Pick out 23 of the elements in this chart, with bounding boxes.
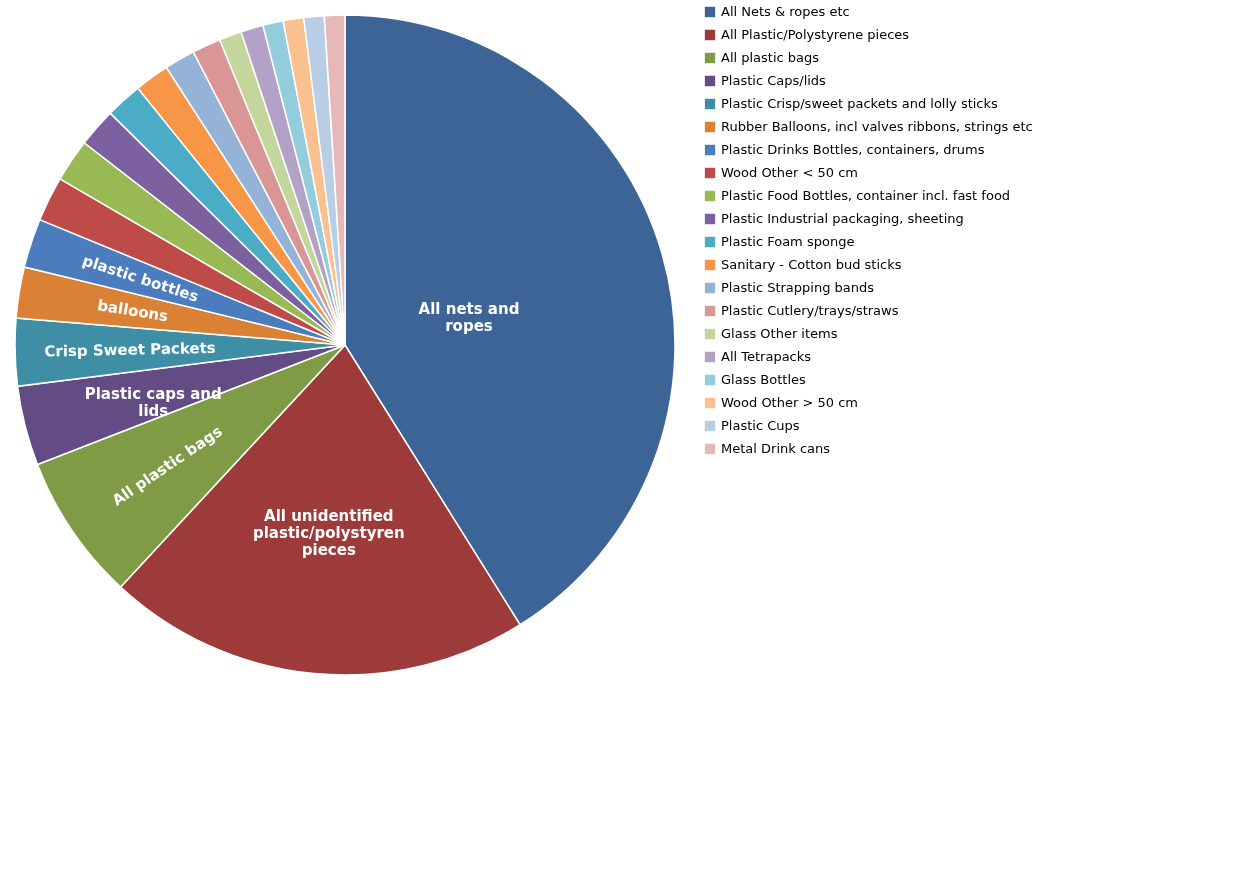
data-label: Crisp Sweet Packets <box>44 338 216 361</box>
legend-label: Plastic Strapping bands <box>721 280 875 295</box>
legend-label: Wood Other > 50 cm <box>721 395 858 410</box>
legend-label: All Nets & ropes etc <box>721 4 850 19</box>
data-label: All nets and ropes <box>418 300 520 336</box>
legend-label: Metal Drink cans <box>721 441 831 456</box>
legend-label: Rubber Balloons, incl valves ribbons, strings etc <box>721 119 1033 134</box>
legend-label: All Plastic/Polystyrene pieces <box>721 27 910 42</box>
legend-label: All Tetrapacks <box>721 349 812 364</box>
legend-label: Plastic Food Bottles, container incl. fast food <box>721 188 1011 203</box>
legend-label: Plastic Cups <box>721 418 800 433</box>
legend-label: Plastic Industrial packaging, sheeting <box>721 211 964 226</box>
data-label: All unidentified plastic/polystyren pieces <box>252 507 405 560</box>
legend-label: All plastic bags <box>721 50 820 65</box>
legend-label: Plastic Crisp/sweet packets and lolly sticks <box>721 96 999 111</box>
legend-label: Plastic Cutlery/trays/straws <box>721 303 899 318</box>
legend-label: Glass Bottles <box>721 372 807 387</box>
legend-label: Plastic Foam sponge <box>721 234 855 249</box>
legend-label: Sanitary - Cotton bud sticks <box>721 257 902 272</box>
legend-label: Glass Other items <box>721 326 838 341</box>
legend-label: Wood Other < 50 cm <box>721 165 858 180</box>
legend-label: Plastic Drinks Bottles, containers, drums <box>721 142 985 157</box>
legend-label: Plastic Caps/lids <box>721 73 827 88</box>
